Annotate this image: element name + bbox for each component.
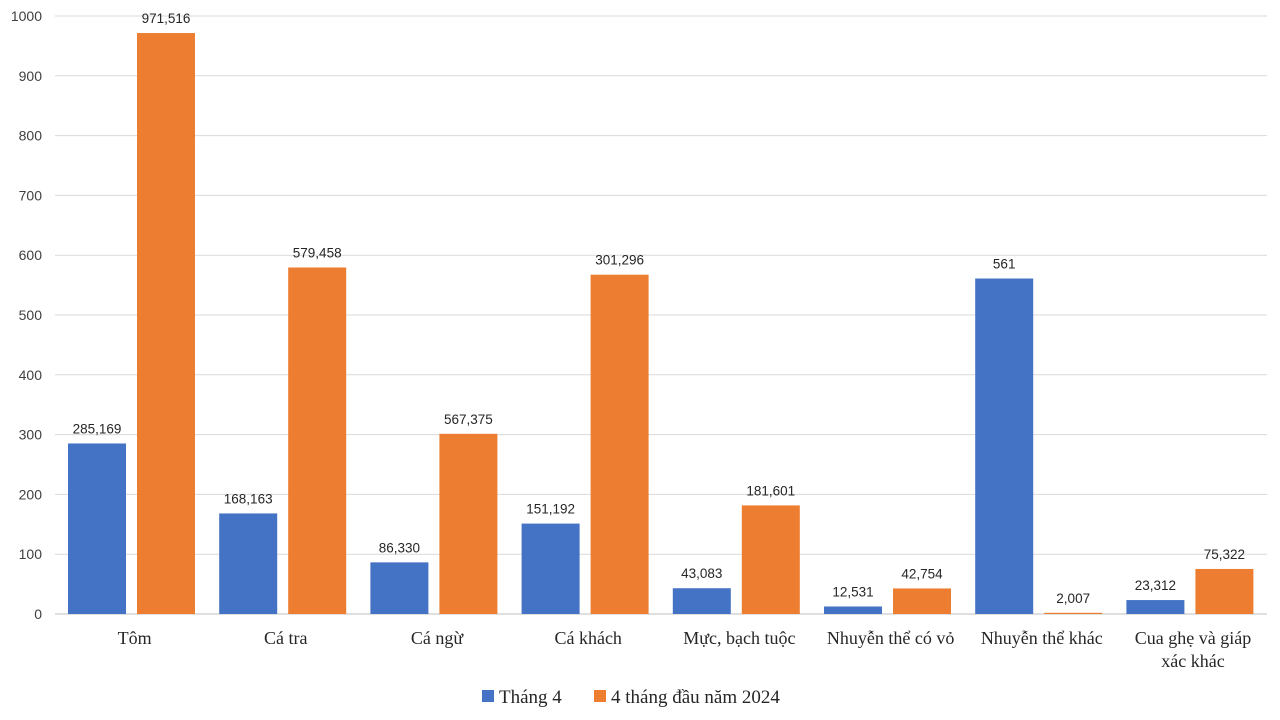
- data-label-series-1-cat-5: 42,754: [901, 566, 943, 581]
- bar-series-0-cat-6: [975, 278, 1034, 614]
- data-label-series-1-cat-7: 75,322: [1204, 547, 1245, 562]
- y-tick-label: 700: [19, 187, 43, 203]
- bar-series-1-cat-4: [741, 505, 800, 614]
- x-axis-ticks: Tôm Cá tra Cá ngừ Cá khách Mực, bạch tuộc Nhu…: [118, 628, 1252, 671]
- y-tick-label: 900: [19, 68, 43, 84]
- bars: [68, 33, 1254, 614]
- x-tick-label: Mực, bạch tuộc: [683, 628, 795, 648]
- bar-series-1-cat-6: [1044, 612, 1103, 614]
- legend-swatch-thang-4: [482, 690, 494, 702]
- bar-series-0-cat-0: [68, 443, 126, 614]
- y-axis-ticks: 0 100 200 300 400 500 600 700 800 900 1000: [11, 8, 42, 622]
- data-label-series-0-cat-3: 151,192: [526, 502, 575, 517]
- data-label-series-1-cat-1: 579,458: [293, 245, 342, 260]
- bar-series-1-cat-5: [893, 588, 951, 614]
- x-tick-label: Cá ngừ: [411, 628, 464, 648]
- data-label-series-1-cat-6: 2,007: [1056, 591, 1090, 606]
- data-label-series-0-cat-4: 43,083: [681, 566, 722, 581]
- data-labels: 285,169 168,163 86,330 151,192 43,083 12,531 5…: [73, 11, 1245, 606]
- bar-series-1-cat-1: [288, 267, 347, 614]
- bar-series-0-cat-7: [1126, 600, 1185, 614]
- bar-series-0-cat-4: [672, 588, 731, 614]
- y-tick-label: 200: [19, 486, 43, 502]
- data-label-series-0-cat-7: 23,312: [1135, 578, 1176, 593]
- x-tick-label: Tôm: [118, 628, 152, 648]
- data-label-series-1-cat-3: 301,296: [595, 253, 644, 268]
- bar-series-0-cat-3: [521, 523, 580, 614]
- bar-series-1-cat-0: [137, 33, 195, 614]
- data-label-series-1-cat-4: 181,601: [746, 483, 795, 498]
- data-label-series-0-cat-2: 86,330: [379, 540, 420, 555]
- data-label-series-0-cat-5: 12,531: [832, 585, 873, 600]
- bar-series-0-cat-5: [824, 606, 882, 614]
- data-label-series-1-cat-2: 567,375: [444, 412, 493, 427]
- legend-swatch-4-thang-dau-nam: [594, 690, 606, 702]
- y-tick-label: 1000: [11, 8, 42, 24]
- y-tick-label: 0: [34, 606, 42, 622]
- y-tick-label: 600: [19, 247, 43, 263]
- bar-series-0-cat-1: [219, 513, 278, 614]
- data-label-series-0-cat-0: 285,169: [73, 421, 122, 436]
- y-tick-label: 300: [19, 427, 43, 443]
- data-label-series-0-cat-6: 561: [993, 257, 1016, 272]
- data-label-series-0-cat-1: 168,163: [224, 491, 273, 506]
- data-label-series-1-cat-0: 971,516: [142, 11, 191, 26]
- x-tick-label: Nhuyễn thể có vỏ: [827, 628, 954, 648]
- legend-label-4-thang-dau-nam: 4 tháng đầu năm 2024: [611, 687, 780, 708]
- y-tick-label: 500: [19, 307, 43, 323]
- x-tick-label: Nhuyễn thể khác: [981, 628, 1103, 648]
- x-tick-label: Cua ghẹ và giáp xác khác: [1135, 628, 1251, 671]
- y-tick-label: 800: [19, 128, 43, 144]
- legend-label-thang-4: Tháng 4: [499, 687, 562, 708]
- x-tick-label: Cá khách: [554, 628, 621, 648]
- bar-series-1-cat-2: [439, 433, 498, 614]
- y-tick-label: 100: [19, 546, 43, 562]
- y-tick-label: 400: [19, 367, 43, 383]
- bar-series-1-cat-3: [590, 274, 649, 614]
- bar-series-1-cat-7: [1195, 568, 1254, 614]
- legend: Tháng 4 4 tháng đầu năm 2024: [482, 687, 780, 708]
- x-tick-label: Cá tra: [264, 628, 307, 648]
- bar-series-0-cat-2: [370, 562, 429, 614]
